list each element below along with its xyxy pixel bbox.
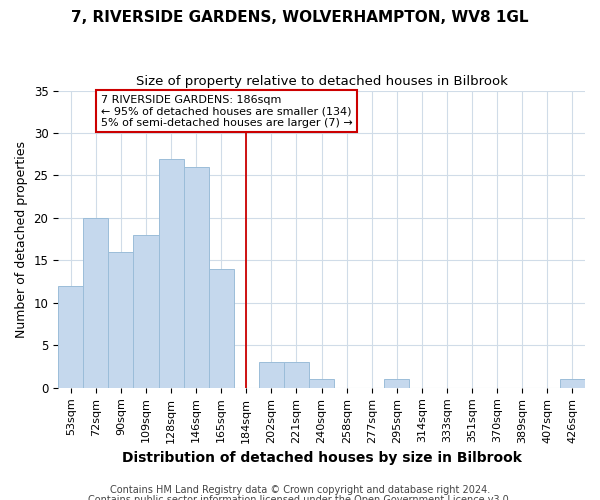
Text: Contains public sector information licensed under the Open Government Licence v3: Contains public sector information licen… xyxy=(88,495,512,500)
Title: Size of property relative to detached houses in Bilbrook: Size of property relative to detached ho… xyxy=(136,75,508,88)
Bar xyxy=(560,380,585,388)
Text: 7, RIVERSIDE GARDENS, WOLVERHAMPTON, WV8 1GL: 7, RIVERSIDE GARDENS, WOLVERHAMPTON, WV8… xyxy=(71,10,529,25)
Bar xyxy=(384,380,409,388)
Bar xyxy=(284,362,309,388)
Bar xyxy=(158,158,184,388)
Bar xyxy=(309,380,334,388)
X-axis label: Distribution of detached houses by size in Bilbrook: Distribution of detached houses by size … xyxy=(122,451,521,465)
Bar xyxy=(58,286,83,388)
Bar xyxy=(209,269,234,388)
Text: 7 RIVERSIDE GARDENS: 186sqm
← 95% of detached houses are smaller (134)
5% of sem: 7 RIVERSIDE GARDENS: 186sqm ← 95% of det… xyxy=(101,95,353,128)
Bar xyxy=(259,362,284,388)
Y-axis label: Number of detached properties: Number of detached properties xyxy=(15,140,28,338)
Bar xyxy=(133,235,158,388)
Bar xyxy=(83,218,109,388)
Bar xyxy=(184,167,209,388)
Bar xyxy=(109,252,133,388)
Text: Contains HM Land Registry data © Crown copyright and database right 2024.: Contains HM Land Registry data © Crown c… xyxy=(110,485,490,495)
